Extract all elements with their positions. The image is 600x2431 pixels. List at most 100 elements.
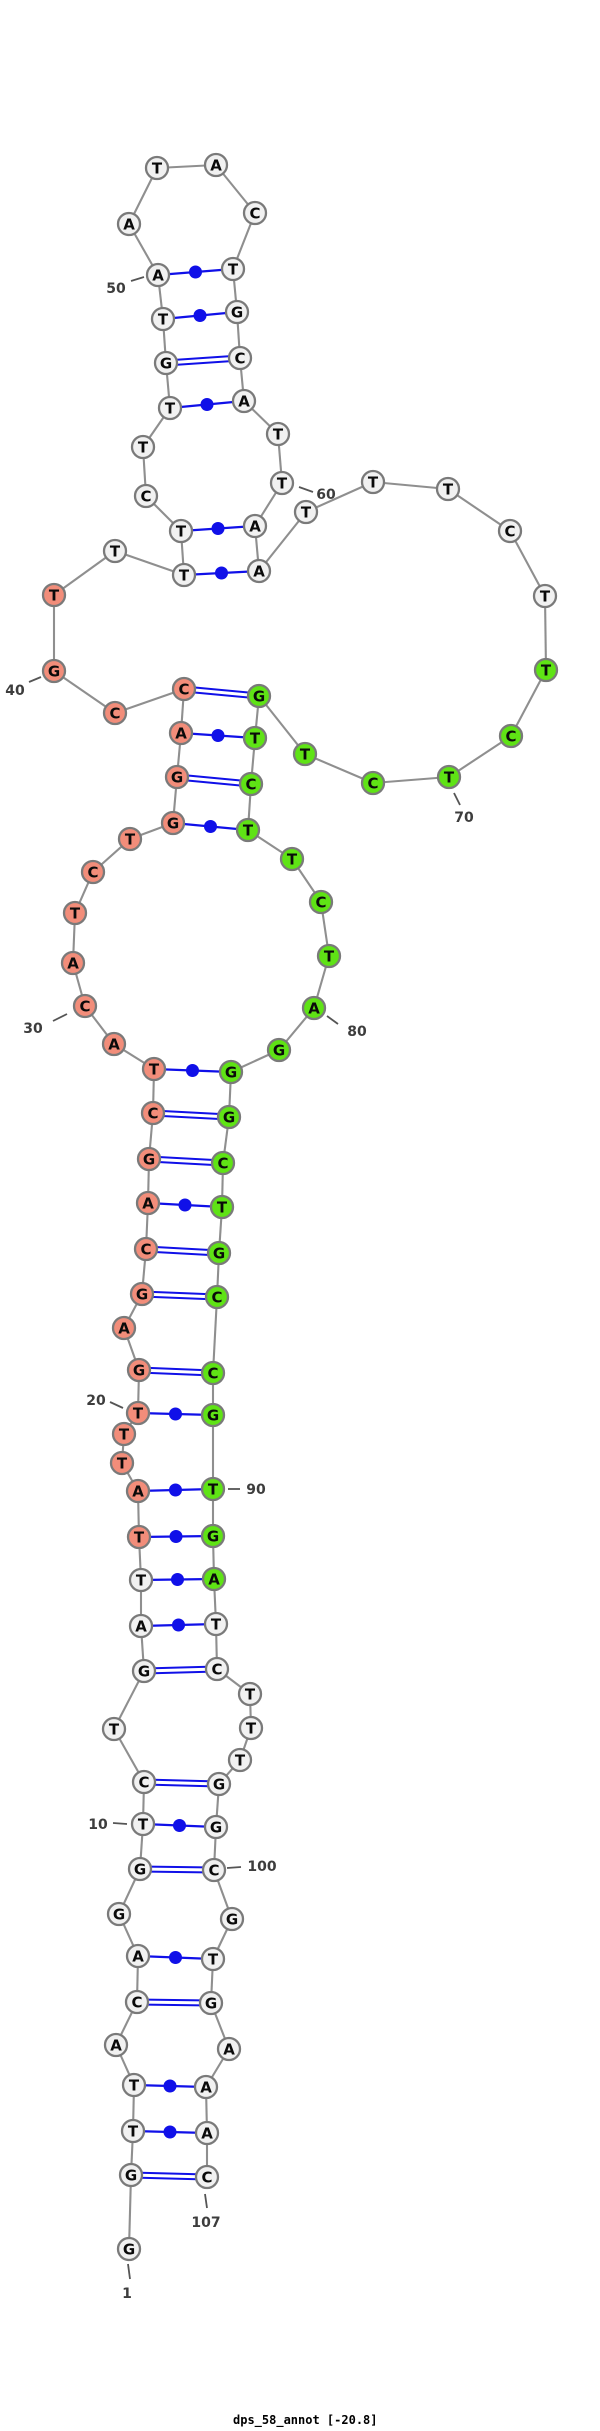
- nucleotide-74: [242, 725, 268, 751]
- position-tick-80: [326, 1015, 339, 1025]
- nucleotide-letter-23: G: [136, 1285, 148, 1303]
- nucleotide-72: [292, 741, 318, 767]
- nucleotide-letter-2: G: [125, 2166, 137, 2184]
- pair-bond-double: [176, 778, 251, 788]
- position-tick-107: [204, 2193, 208, 2209]
- nucleotide-letter-15: T: [136, 1571, 147, 1589]
- nucleotide-letter-27: C: [147, 1104, 158, 1122]
- position-label-20: 20: [86, 1393, 106, 1409]
- nucleotide-84: [210, 1150, 236, 1176]
- pair-bond-double: [184, 685, 260, 695]
- nucleotide-76: [235, 817, 261, 843]
- nucleotide-letter-14: A: [135, 1617, 147, 1635]
- nucleotide-letter-1: G: [123, 2240, 135, 2258]
- nucleotide-letter-47: T: [165, 399, 176, 417]
- pair-dot: [215, 566, 228, 580]
- nucleotide-47: [157, 395, 183, 421]
- pair-dot: [204, 820, 217, 833]
- nucleotide-7: [125, 1943, 151, 1969]
- nucleotide-70: [436, 764, 462, 790]
- nucleotide-46: [130, 434, 156, 460]
- nucleotide-31: [60, 950, 86, 976]
- nucleotide-letter-82: G: [225, 1063, 237, 1081]
- pair-bond-double: [144, 1778, 220, 1783]
- backbone-segment: [447, 488, 511, 532]
- nucleotide-letter-98: G: [213, 1775, 225, 1793]
- nucleotide-letter-93: T: [211, 1615, 222, 1633]
- nucleotide-11: [131, 1769, 157, 1795]
- nucleotide-letter-81: G: [273, 1041, 285, 1059]
- nucleotide-letter-90: T: [208, 1480, 219, 1498]
- pair-dot: [169, 1951, 182, 1964]
- nucleotide-62: [246, 558, 272, 584]
- nucleotide-106: [194, 2120, 220, 2146]
- nucleotide-letter-106: A: [201, 2124, 213, 2142]
- nucleotide-82: [218, 1059, 244, 1085]
- nucleotide-96: [238, 1715, 264, 1741]
- nucleotide-61: [242, 513, 268, 539]
- nucleotide-90: [200, 1476, 226, 1502]
- nucleotide-letter-89: G: [207, 1406, 219, 1424]
- nucleotide-letter-12: T: [109, 1720, 120, 1738]
- nucleotide-17: [125, 1478, 151, 1504]
- nucleotide-9: [127, 1856, 153, 1882]
- nucleotide-25: [135, 1190, 161, 1216]
- nucleotide-87: [204, 1284, 230, 1310]
- nucleotide-letter-65: T: [443, 480, 454, 498]
- nucleotide-letter-63: T: [301, 503, 312, 521]
- nucleotide-13: [131, 1658, 157, 1684]
- backbone-segment: [127, 2174, 133, 2250]
- backbone-segment: [114, 688, 185, 714]
- nucleotide-letter-50: A: [152, 266, 164, 284]
- nucleotide-101: [219, 1906, 245, 1932]
- nucleotide-52: [144, 155, 170, 181]
- nucleotide-letter-51: A: [123, 215, 135, 233]
- position-tick-30: [52, 1013, 68, 1022]
- nucleotide-letter-48: G: [160, 354, 172, 372]
- nucleotide-letter-59: T: [273, 425, 284, 443]
- position-label-10: 10: [88, 1817, 108, 1833]
- pair-bond-double: [144, 1670, 218, 1675]
- nucleotide-2: [118, 2162, 144, 2188]
- nucleotide-33: [80, 859, 106, 885]
- pair-dot: [163, 2079, 177, 2093]
- pair-bond-double: [152, 1114, 229, 1121]
- pair-bond-double: [139, 1870, 214, 1874]
- pair-dot: [200, 398, 214, 411]
- nucleotide-80: [301, 995, 327, 1021]
- pair-bond-double: [138, 1371, 213, 1377]
- nucleotide-92: [201, 1566, 227, 1592]
- nucleotide-69: [498, 723, 524, 749]
- nucleotide-98: [206, 1771, 232, 1797]
- nucleotide-79: [316, 943, 342, 969]
- nucleotide-14: [128, 1613, 154, 1639]
- pair-bond-double: [137, 1998, 212, 2002]
- nucleotide-letter-86: G: [213, 1244, 225, 1262]
- nucleotide-letter-74: T: [250, 729, 261, 747]
- nucleotide-49: [150, 306, 176, 332]
- nucleotide-103: [198, 1990, 224, 2016]
- backbone-segment: [53, 550, 116, 596]
- position-label-60: 60: [316, 487, 336, 503]
- nucleotide-letter-11: C: [138, 1773, 149, 1791]
- position-label-40: 40: [5, 683, 25, 699]
- backbone-segment: [372, 775, 450, 785]
- nucleotide-letter-91: G: [207, 1527, 219, 1545]
- nucleotide-letter-8: G: [113, 1905, 125, 1923]
- position-label-80: 80: [347, 1024, 367, 1040]
- nucleotide-letter-71: C: [367, 774, 378, 792]
- nucleotide-letter-69: C: [505, 727, 516, 745]
- nucleotide-50: [145, 262, 171, 288]
- nucleotide-letter-70: T: [444, 768, 455, 786]
- pair-dot: [169, 1530, 183, 1543]
- nucleotide-51: [116, 211, 142, 237]
- nucleotide-letter-75: C: [245, 775, 256, 793]
- nucleotide-letter-102: T: [208, 1950, 219, 1968]
- nucleotide-64: [360, 469, 386, 495]
- nucleotide-letter-20: T: [133, 1404, 144, 1422]
- pair-dot: [172, 1618, 185, 1632]
- pair-dot: [189, 265, 202, 279]
- pair-bond-double: [139, 1366, 214, 1372]
- nucleotide-105: [193, 2074, 219, 2100]
